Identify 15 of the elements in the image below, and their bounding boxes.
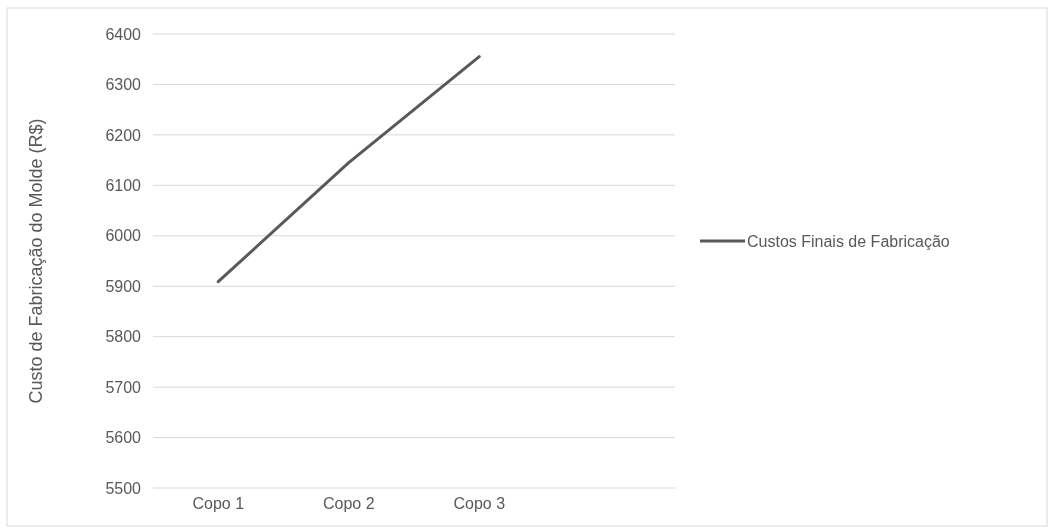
y-tick-label: 6000 <box>105 227 142 245</box>
y-tick-label: 5600 <box>105 429 142 447</box>
y-tick-label: 6400 <box>105 25 142 43</box>
x-tick-label: Copo 3 <box>453 495 506 513</box>
legend-label: Custos Finais de Fabricação <box>747 233 950 250</box>
y-tick-label: 6300 <box>105 76 142 94</box>
y-tick-label: 6100 <box>105 176 142 194</box>
y-tick-label: 5900 <box>105 277 142 295</box>
x-tick-label: Copo 1 <box>192 495 245 513</box>
y-tick-label: 5800 <box>105 328 142 346</box>
y-tick-label: 6200 <box>105 126 142 144</box>
y-tick-label: 5700 <box>105 378 142 396</box>
y-tick-label: 5500 <box>105 479 142 497</box>
x-tick-label: Copo 2 <box>322 495 375 513</box>
y-axis-title: Custo de Fabricação do Molde (R$) <box>26 118 46 404</box>
